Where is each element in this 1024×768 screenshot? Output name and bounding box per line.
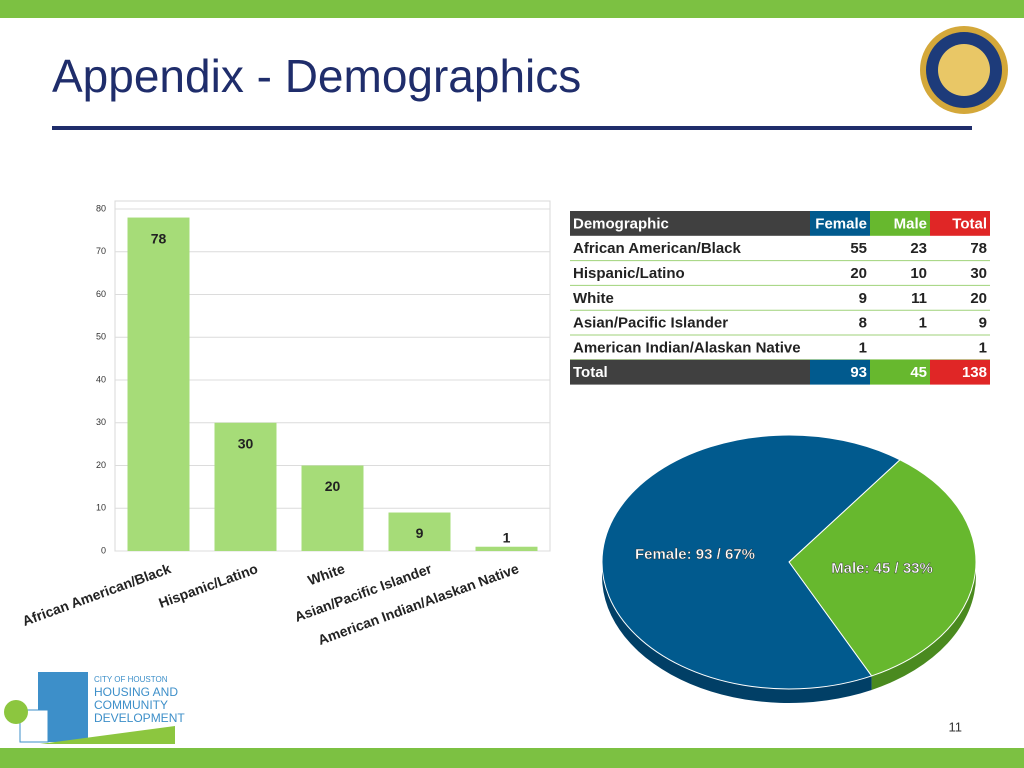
y-tick-label: 70: [96, 246, 106, 256]
table-cell: 11: [911, 290, 927, 307]
y-tick-label: 20: [96, 460, 106, 470]
table-cell: Asian/Pacific Islander: [573, 315, 728, 332]
table-cell: 55: [850, 240, 867, 257]
top-bar: [0, 0, 1024, 18]
table-cell: 23: [910, 240, 927, 257]
slide-title: Appendix - Demographics: [52, 50, 581, 102]
table-header: Female: [815, 215, 867, 232]
pie-label: Male: 45 / 33%: [831, 560, 933, 577]
table-cell: 20: [970, 290, 987, 307]
data-label: 1: [503, 529, 511, 545]
logo-text: CITY OF HOUSTON: [94, 675, 168, 684]
pie-slice: [788, 459, 977, 677]
data-label: 30: [238, 435, 254, 451]
table-cell: 1: [859, 339, 867, 356]
logo-swoosh: [40, 726, 175, 744]
bar: [388, 512, 451, 551]
table-cell: 138: [962, 364, 987, 381]
seal-center: [938, 44, 990, 96]
table-cell: 9: [979, 315, 987, 332]
table-cell-bg: [570, 359, 810, 385]
y-tick-label: 30: [96, 417, 106, 427]
table-cell-bg: [930, 211, 990, 236]
table-cell: White: [573, 290, 614, 307]
pie-label: Female: 93 / 67%: [635, 546, 755, 563]
table-header: Total: [952, 215, 987, 232]
table-cell-bg: [870, 359, 930, 385]
table-cell: 1: [919, 315, 927, 332]
bar: [475, 546, 538, 551]
table-cell: Total: [573, 364, 608, 381]
bar: [301, 465, 364, 551]
logo-text: DEVELOPMENT: [94, 711, 185, 725]
table-cell: American Indian/Alaskan Native: [573, 339, 801, 356]
title-rule: [52, 126, 972, 130]
pie-slice: [601, 434, 901, 690]
table-header: Male: [894, 215, 927, 232]
bottom-bar: [0, 748, 1024, 768]
table-header: Demographic: [573, 215, 669, 232]
table-cell-bg: [810, 211, 870, 236]
table-cell: 8: [859, 315, 867, 332]
y-tick-label: 40: [96, 374, 106, 384]
bar: [127, 217, 190, 552]
table-cell-bg: [870, 211, 930, 236]
table-cell: 93: [850, 364, 867, 381]
table-cell: 20: [850, 265, 867, 282]
y-tick-label: 80: [96, 203, 106, 213]
table-cell: 78: [970, 240, 987, 257]
data-label: 78: [151, 230, 167, 246]
table-cell: 9: [859, 290, 867, 307]
bar: [214, 422, 277, 551]
table-cell-bg: [930, 359, 990, 385]
y-tick-label: 10: [96, 503, 106, 513]
table-cell: African American/Black: [573, 240, 742, 257]
logo-text: COMMUNITY: [94, 698, 168, 712]
logo-house: [19, 709, 49, 743]
logo-text: HOUSING AND: [94, 685, 178, 699]
data-label: 20: [325, 478, 341, 494]
logo: CITY OF HOUSTON HOUSING AND COMMUNITY DE…: [4, 672, 185, 744]
table-cell-bg: [810, 359, 870, 385]
table-cell-bg: [570, 211, 810, 236]
y-tick-label: 50: [96, 332, 106, 342]
logo-tree: [4, 700, 28, 724]
page-number: 11: [949, 719, 963, 734]
seal: [920, 26, 1008, 114]
data-label: 9: [416, 525, 424, 541]
y-tick-label: 0: [101, 545, 106, 555]
table-cell: 30: [970, 265, 987, 282]
table-cell: 10: [910, 265, 927, 282]
y-tick-label: 60: [96, 289, 106, 299]
pie-side: [871, 562, 977, 690]
table-cell: 45: [910, 364, 927, 381]
table-cell: Hispanic/Latino: [573, 265, 685, 282]
table-cell: 1: [979, 339, 987, 356]
pie-side: [602, 562, 872, 704]
